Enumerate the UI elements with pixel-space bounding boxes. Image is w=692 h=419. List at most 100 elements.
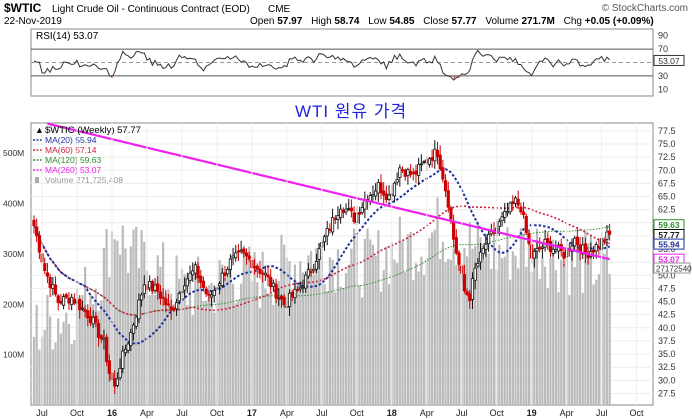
candle-body — [349, 207, 354, 212]
volume-bar — [140, 230, 143, 405]
candle-body — [218, 283, 222, 287]
candle-body — [605, 231, 609, 240]
volume-bar — [439, 258, 442, 405]
volume-bar — [299, 261, 302, 405]
candle-body — [126, 343, 130, 351]
candle-body — [96, 323, 101, 338]
candle-body — [188, 272, 192, 282]
candle-body — [271, 282, 276, 287]
candle-body — [470, 278, 475, 300]
volume-bar — [59, 333, 62, 405]
candle-body — [242, 248, 246, 254]
volume-bar — [258, 307, 262, 405]
candle-body — [441, 167, 445, 180]
volume-bar — [385, 246, 388, 405]
price-tick-label: 72.5 — [658, 152, 676, 162]
candle-body — [411, 172, 415, 174]
volume-bar — [301, 272, 305, 405]
x-tick-label: Oct — [70, 408, 85, 418]
volume-bar — [441, 241, 444, 405]
volume-bar — [78, 305, 81, 405]
volume-bar — [511, 251, 514, 405]
volume-bar — [369, 239, 372, 405]
rsi-tick-label: 70 — [658, 44, 668, 54]
x-tick-label: 18 — [387, 408, 397, 418]
price-tick-label: 27.5 — [658, 388, 676, 398]
price-badge-label: 53.07 — [658, 255, 680, 265]
price-grid — [31, 130, 653, 394]
volume-bar — [178, 278, 181, 405]
candle-body — [80, 307, 85, 310]
volume-bar — [256, 282, 259, 405]
volume-bar — [245, 258, 248, 405]
candle-body — [330, 217, 335, 233]
candle-body — [191, 270, 195, 276]
candle-body — [51, 284, 55, 290]
volume-bar — [226, 276, 229, 405]
candle-body — [113, 378, 117, 387]
volume-bar — [353, 228, 356, 405]
volume-bars — [32, 197, 611, 405]
candle-body — [37, 235, 41, 253]
volume-bar — [557, 292, 560, 405]
volume-bar — [331, 259, 334, 405]
price-tick-label: 77.5 — [658, 126, 676, 136]
volume-bar — [312, 275, 315, 405]
volume-bar — [159, 266, 162, 405]
volume-bar — [449, 259, 453, 405]
volume-bar — [67, 323, 71, 405]
candle-body — [255, 265, 259, 270]
legend-entry: MA(60) 57.14 — [45, 145, 97, 155]
volume-bar — [339, 286, 342, 405]
volume-bar — [597, 274, 600, 405]
candle-body — [67, 297, 71, 304]
candle-body — [516, 198, 520, 206]
candle-body — [32, 219, 36, 226]
volume-bar — [476, 221, 479, 405]
price-tick-label: 67.5 — [658, 178, 676, 188]
volume-bar — [307, 255, 310, 405]
candle-body — [312, 268, 316, 272]
candle-body — [535, 247, 539, 252]
volume-tick-label: 300M — [3, 249, 24, 259]
candle-body — [94, 315, 98, 323]
candle-body — [78, 298, 82, 311]
volume-bar — [581, 292, 584, 405]
candle-body — [207, 293, 211, 296]
candle-body — [400, 169, 405, 172]
legend-entry: MA(260) 53.07 — [45, 165, 101, 175]
candle-body — [591, 249, 596, 253]
price-badge-label: 59.63 — [658, 220, 680, 230]
volume-bar — [457, 250, 461, 405]
volume-bar — [121, 225, 124, 405]
volume-bar — [172, 307, 175, 405]
volume-bar — [137, 268, 141, 405]
volume-bar — [32, 336, 36, 405]
volume-bar — [46, 294, 49, 405]
ma60-line — [33, 205, 610, 316]
volume-bar — [468, 222, 471, 405]
candle-body — [484, 243, 488, 250]
rsi-tick-label: 30 — [658, 71, 668, 81]
volume-bar — [509, 279, 512, 405]
x-tick-label: Jul — [456, 408, 468, 418]
volume-bar — [73, 340, 76, 405]
candle-body — [452, 220, 456, 240]
volume-bar — [210, 282, 213, 405]
candle-body — [61, 296, 66, 306]
candle-body — [435, 149, 440, 158]
volume-bar — [409, 231, 412, 405]
volume-bar — [94, 288, 97, 405]
volume-tick-label: 400M — [3, 199, 24, 209]
volume-bar — [366, 228, 369, 405]
candle-body — [395, 178, 399, 183]
volume-bar — [527, 228, 531, 405]
candle-body — [43, 263, 47, 272]
volume-bar — [277, 280, 280, 405]
candle-body — [118, 367, 122, 379]
candle-body — [328, 228, 332, 231]
candle-body — [519, 206, 523, 213]
candle-body — [562, 251, 566, 259]
volume-bar — [170, 293, 173, 405]
candle-body — [105, 336, 109, 362]
